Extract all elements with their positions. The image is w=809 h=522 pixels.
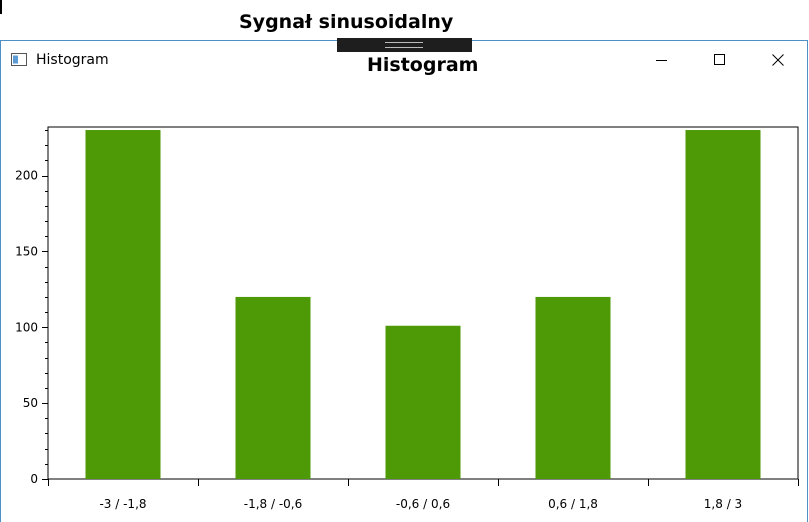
x-tick-label: -3 / -1,8 bbox=[99, 497, 146, 511]
app-window-icon bbox=[11, 53, 27, 66]
histogram-bar bbox=[235, 296, 311, 479]
maximize-icon bbox=[714, 54, 725, 65]
histogram-bar bbox=[535, 296, 611, 479]
x-tick-label: -1,8 / -0,6 bbox=[244, 497, 303, 511]
close-button[interactable] bbox=[749, 41, 807, 79]
x-tick-label: -0,6 / 0,6 bbox=[396, 497, 450, 511]
histogram-bar bbox=[385, 325, 461, 479]
y-tick-label: 50 bbox=[23, 396, 38, 410]
chart-title: Histogram bbox=[367, 54, 479, 76]
title-bar[interactable]: Histogram bbox=[1, 41, 807, 79]
background-window-title: Sygnał sinusoidalny bbox=[239, 11, 454, 33]
histogram-bar bbox=[685, 130, 761, 479]
y-tick-label: 100 bbox=[15, 320, 38, 334]
window-title: Histogram bbox=[36, 52, 109, 68]
minimize-button[interactable] bbox=[633, 41, 691, 79]
maximize-button[interactable] bbox=[691, 41, 749, 79]
grip-icon bbox=[385, 42, 423, 48]
chart-toolbar-handle[interactable] bbox=[337, 38, 472, 52]
x-tick-label: 1,8 / 3 bbox=[704, 497, 742, 511]
close-icon bbox=[772, 54, 784, 66]
y-tick-label: 200 bbox=[15, 169, 38, 183]
x-tick-label: 0,6 / 1,8 bbox=[548, 497, 598, 511]
histogram-bar bbox=[85, 130, 161, 479]
background-window-edge bbox=[0, 0, 2, 14]
minimize-icon bbox=[656, 60, 667, 61]
y-tick-label: 150 bbox=[15, 244, 38, 258]
y-tick-label: 0 bbox=[30, 472, 38, 486]
